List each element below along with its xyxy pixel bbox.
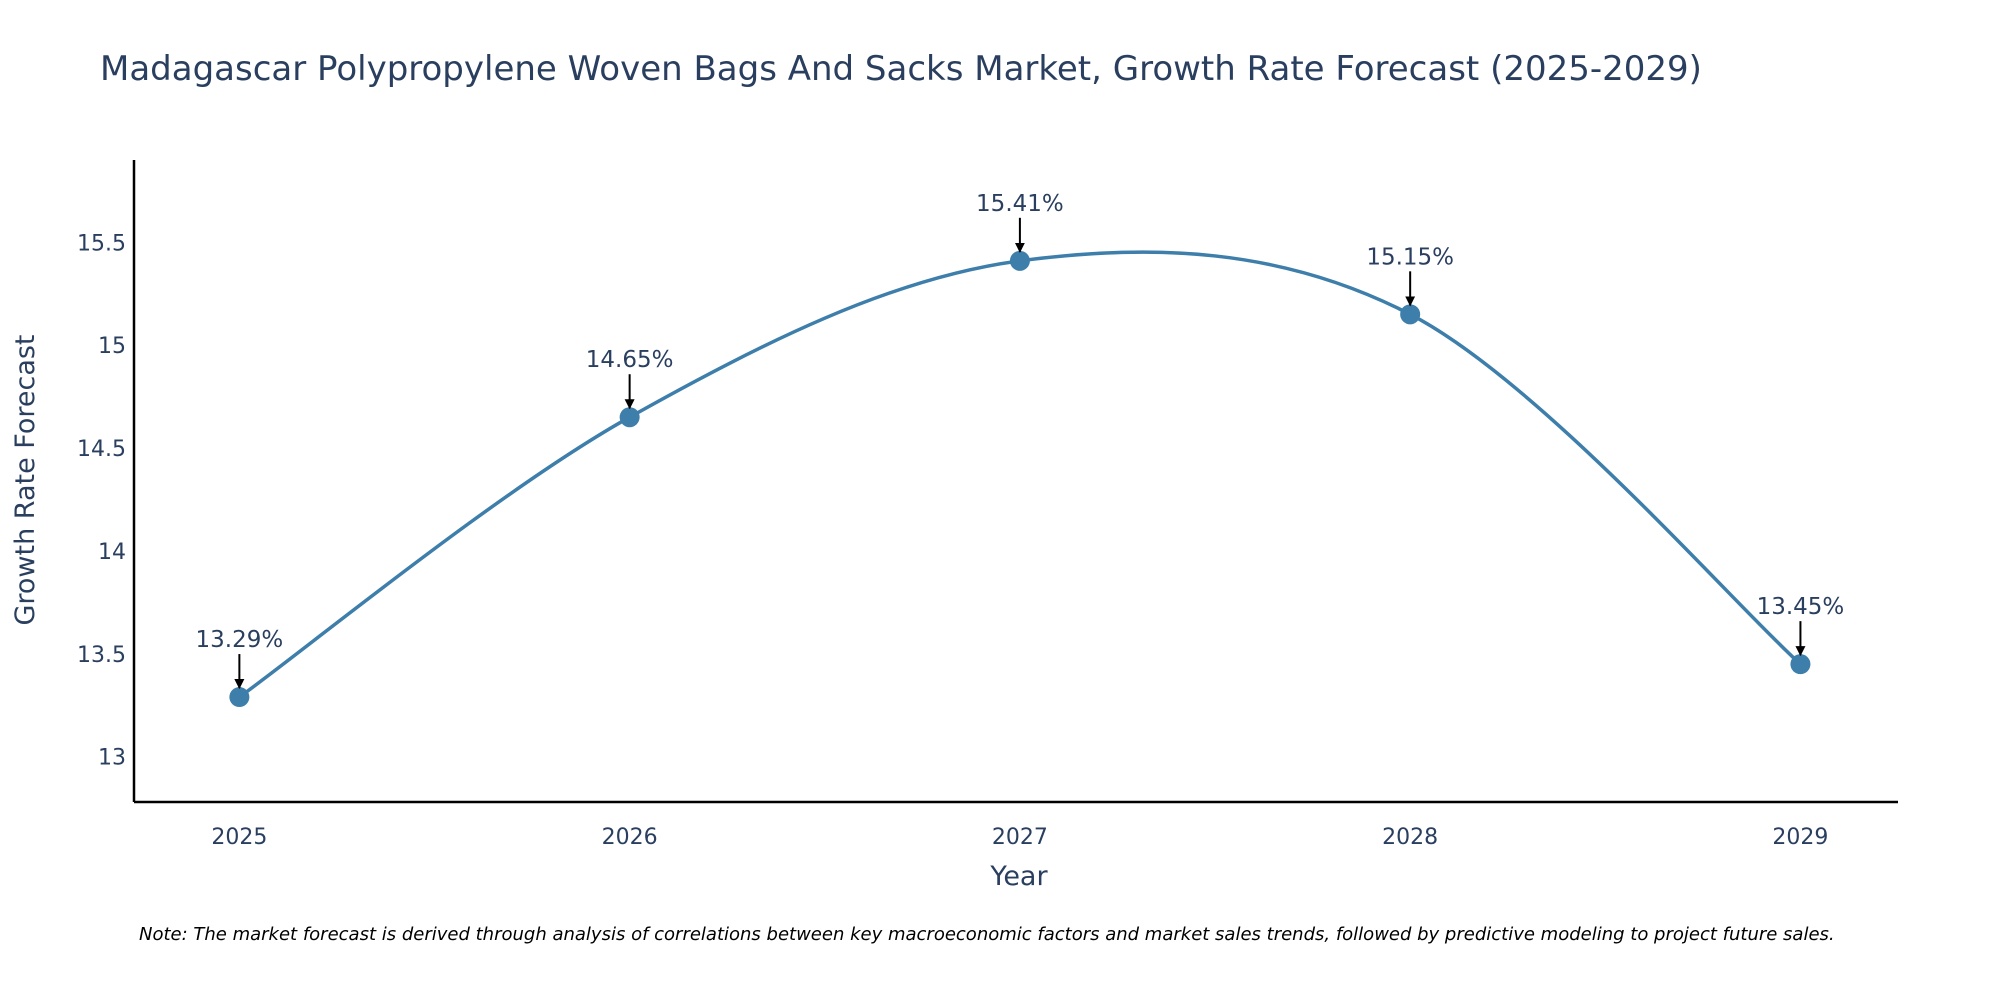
chart-title: Madagascar Polypropylene Woven Bags And …: [100, 49, 1702, 89]
y-tick-label: 13.5: [77, 643, 126, 668]
x-tick-label: 2026: [602, 825, 658, 850]
x-tick-label: 2028: [1382, 825, 1438, 850]
y-axis-ticks: 13 13.5 14 14.5 15 15.5: [77, 231, 126, 770]
x-axis-title: Year: [989, 861, 1048, 892]
data-label: 15.41%: [976, 191, 1064, 217]
y-tick-label: 14.5: [77, 437, 126, 462]
data-label: 14.65%: [586, 347, 674, 373]
data-point: [1790, 654, 1811, 675]
data-point: [1009, 250, 1030, 271]
y-axis-title: Growth Rate Forecast: [10, 334, 41, 625]
y-tick-label: 15.5: [77, 231, 126, 256]
x-tick-label: 2025: [211, 825, 267, 850]
y-tick-label: 14: [98, 540, 126, 565]
series-line: [238, 250, 1802, 699]
data-point: [229, 687, 250, 708]
chart-note: Note: The market forecast is derived thr…: [139, 924, 1835, 945]
data-label: 15.15%: [1366, 244, 1454, 270]
series-growth-rate: [229, 250, 1811, 708]
data-point: [1400, 304, 1421, 325]
y-tick-label: 13: [98, 746, 126, 771]
data-label: 13.45%: [1757, 594, 1845, 620]
data-annotations: 13.29% 14.65% 15.41% 15.15% 13.45%: [196, 191, 1845, 690]
x-tick-label: 2027: [992, 825, 1048, 850]
axes: [132, 160, 1898, 804]
x-axis-ticks: 2025 2026 2027 2028 2029: [211, 825, 1828, 850]
data-label: 13.29%: [196, 627, 284, 653]
x-tick-label: 2029: [1772, 825, 1828, 850]
data-point: [619, 407, 640, 428]
y-tick-label: 15: [98, 334, 126, 359]
